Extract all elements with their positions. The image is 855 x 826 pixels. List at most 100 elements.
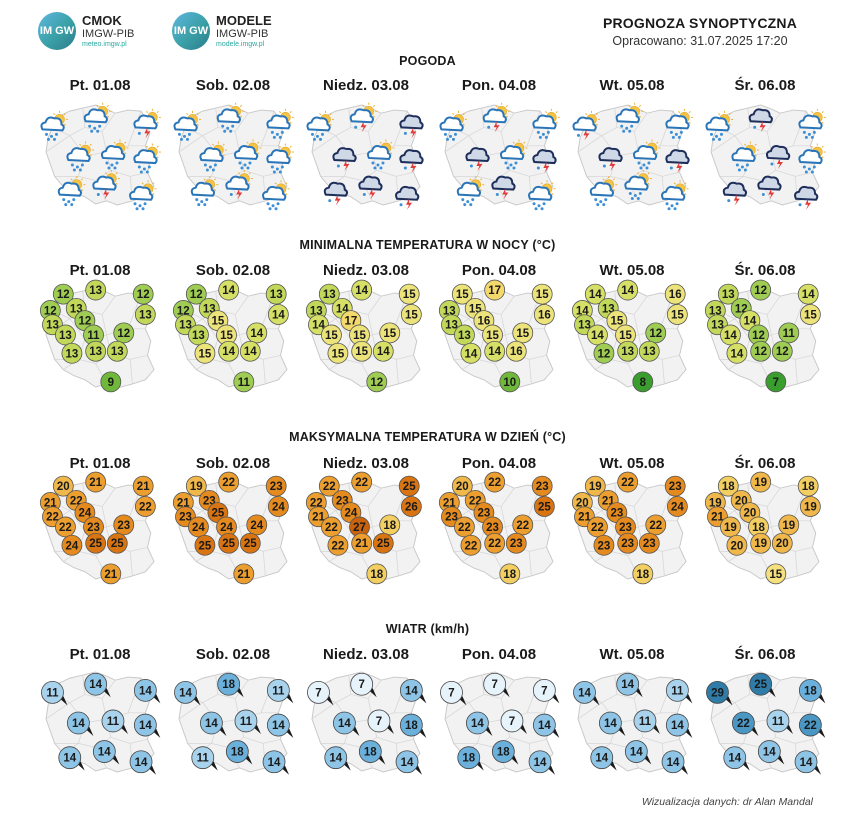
temp-value: 13 (458, 330, 471, 342)
temp-value: 14 (731, 348, 744, 360)
temp-marker: 23 (531, 475, 553, 497)
temp-marker: 12 (593, 342, 615, 364)
temp-value: 15 (403, 289, 416, 301)
wind-marker: 14 (92, 740, 120, 765)
temp-value: 12 (754, 346, 767, 358)
temp-value: 24 (78, 508, 91, 520)
rain-sun-cloud-icon (366, 139, 395, 170)
wind-value: 14 (763, 747, 776, 759)
temp-marker: 13 (134, 304, 156, 325)
temp-marker: 20 (726, 534, 748, 556)
temp-value: 13 (722, 289, 735, 301)
temp-marker: 14 (484, 340, 506, 362)
temp-marker: 25 (85, 532, 107, 554)
temp-marker: 12 (366, 371, 388, 393)
temp-value: 22 (139, 502, 152, 514)
wind-value: 22 (737, 718, 750, 730)
temp-value: 20 (57, 481, 70, 493)
day-label: Pt. 01.08 (69, 455, 131, 472)
temp-value: 20 (776, 538, 789, 550)
temp-marker: 25 (239, 532, 261, 554)
temp-marker: 14 (267, 304, 289, 325)
wind-marker: 11 (665, 678, 693, 704)
wind-value: 14 (671, 720, 684, 732)
temp-value: 12 (57, 289, 70, 301)
temp-value: 23 (598, 540, 611, 552)
temp-marker: 18 (499, 563, 521, 585)
temp-value: 14 (222, 346, 235, 358)
storm-sun-cloud-icon (482, 102, 511, 133)
temp-value: 15 (516, 328, 529, 340)
day-label: Pt. 01.08 (69, 646, 131, 663)
modele-logo[interactable]: IM GW MODELE IMGW-PIB modele.imgw.pl (172, 12, 272, 50)
day-label: Niedz. 03.08 (323, 262, 409, 279)
temp-value: 15 (325, 330, 338, 342)
poland-map (178, 104, 288, 206)
day-label: Pon. 04.08 (461, 262, 537, 279)
temp-value: 14 (589, 289, 602, 301)
temp-value: 15 (383, 328, 396, 340)
wind-marker: 7 (307, 681, 334, 706)
wind-value: 7 (315, 687, 321, 699)
rain-sun-cloud-icon (266, 108, 294, 139)
temp-marker: 13 (85, 340, 107, 362)
temp-value: 21 (89, 477, 102, 489)
temp-value: 22 (649, 520, 662, 532)
wind-value: 14 (272, 720, 285, 732)
temp-marker: 18 (748, 516, 769, 538)
temp-value: 23 (87, 522, 100, 534)
wind-value: 7 (448, 687, 454, 699)
wind-marker: 11 (41, 681, 68, 706)
temp-value: 13 (59, 330, 72, 342)
wind-marker: 11 (633, 709, 660, 734)
temp-marker: 23 (265, 475, 287, 497)
wind-marker: 18 (491, 740, 519, 765)
rain-sun-cloud-icon (306, 110, 334, 141)
wind-value: 14 (98, 747, 111, 759)
temp-value: 23 (179, 512, 192, 524)
wind-value: 7 (376, 716, 382, 728)
temp-marker: 12 (645, 322, 667, 344)
temp-marker: 13 (188, 324, 209, 346)
section-title-weather: POGODA (399, 54, 456, 68)
temp-marker: 15 (799, 304, 821, 325)
wind-value: 11 (46, 687, 59, 699)
temp-value: 23 (270, 481, 283, 493)
cmok-logo[interactable]: IM GW CMOK IMGW-PIB meteo.imgw.pl (38, 12, 134, 50)
wind-marker: 7 (440, 681, 467, 706)
temp-value: 15 (486, 330, 499, 342)
temp-marker: 23 (615, 516, 636, 538)
temp-value: 13 (621, 346, 634, 358)
storm-cloud-icon (748, 108, 773, 133)
temp-value: 22 (458, 522, 471, 534)
temp-marker: 22 (318, 475, 340, 497)
temp-marker: 23 (482, 516, 503, 538)
wind-marker: 14 (661, 750, 689, 775)
rain-sun-cloud-icon (133, 143, 161, 174)
temp-marker: 18 (797, 475, 819, 497)
wind-marker: 14 (399, 678, 427, 704)
wind-value: 18 (804, 685, 817, 697)
wind-marker: 18 (358, 740, 386, 765)
rain-sun-cloud-icon (40, 110, 68, 141)
temp-marker: 13 (61, 342, 83, 364)
logo-subtitle: IMGW-PIB (82, 27, 135, 40)
temp-marker: 15 (666, 304, 688, 325)
rain-sun-cloud-icon (731, 141, 759, 172)
temp-value: 20 (731, 540, 744, 552)
temp-marker: 14 (720, 324, 741, 346)
temp-value: 23 (477, 508, 490, 520)
temp-value: 18 (383, 520, 396, 532)
temp-value: 23 (619, 522, 632, 534)
wind-marker: 14 (174, 681, 201, 706)
storm-cloud-icon (358, 175, 383, 200)
rain-sun-cloud-icon (665, 108, 693, 139)
wind-marker: 14 (332, 711, 360, 736)
temp-marker: 20 (451, 475, 473, 497)
temp-marker: 24 (188, 516, 209, 538)
logo-title: MODELE (216, 12, 272, 28)
temp-value: 25 (89, 538, 102, 550)
temp-marker: 24 (666, 496, 688, 517)
wind-marker: 22 (732, 711, 759, 736)
temp-marker: 14 (584, 283, 606, 305)
